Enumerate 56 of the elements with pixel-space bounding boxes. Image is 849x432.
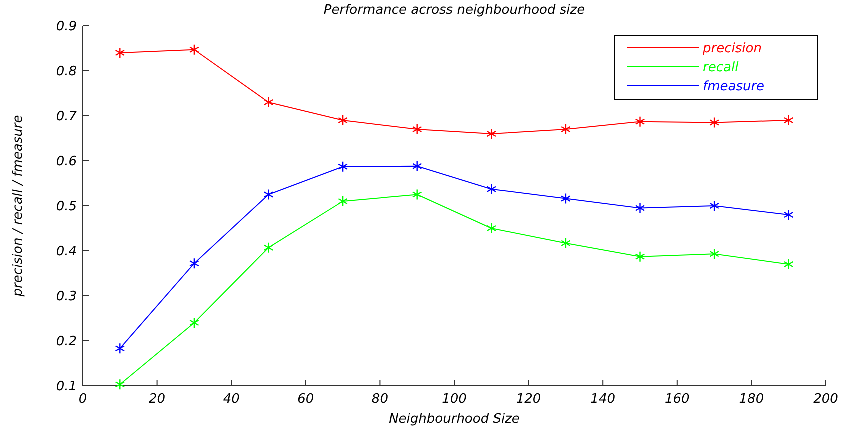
point: [486, 128, 497, 140]
point: [784, 114, 794, 126]
point: [115, 379, 126, 390]
y-tick-label: 0.5: [56, 200, 77, 215]
y-tick-label: 0.9: [56, 20, 77, 35]
point: [635, 202, 646, 214]
point: [338, 196, 348, 208]
point: [190, 317, 200, 329]
point: [190, 258, 200, 270]
point: [412, 189, 422, 200]
x-axis-title: Neighbourhood Size: [389, 412, 520, 427]
point: [486, 222, 497, 234]
point: [338, 161, 348, 172]
point: [115, 343, 126, 354]
point: [784, 258, 794, 270]
text: fmeasure: [703, 80, 765, 95]
text: recall: [703, 60, 740, 76]
point: [635, 251, 646, 262]
point: [486, 184, 497, 195]
x-tick-label: 200: [814, 392, 838, 407]
point: [710, 117, 720, 128]
y-tick-label: 0.4: [56, 244, 77, 260]
x-tick-label: 60: [298, 392, 314, 407]
x-tick-label: 180: [739, 392, 764, 407]
point: [561, 193, 571, 204]
point: [264, 189, 274, 200]
y-tick-label: 0.8: [56, 64, 77, 80]
point: [190, 44, 200, 56]
y-tick-label: 0.7: [56, 110, 78, 125]
y-tick-label: 0.6: [56, 154, 77, 170]
point: [115, 47, 126, 59]
point: [412, 124, 422, 136]
y-tick-label: 0.3: [56, 290, 77, 305]
y-tick-label: 0.2: [56, 334, 77, 350]
chart-title: Performance across neighbourhood size: [324, 3, 586, 18]
point: [784, 209, 794, 221]
point: [710, 248, 720, 260]
point: [710, 200, 720, 212]
y-axis-title: precision / recall / fmeasure: [11, 115, 26, 298]
x-tick-label: 140: [590, 392, 616, 407]
x-tick-label: 40: [223, 392, 240, 407]
y-tick-label: 0.1: [56, 380, 77, 395]
x-tick-label: 80: [372, 392, 388, 407]
point: [561, 124, 571, 136]
point: [264, 96, 274, 108]
point: [561, 238, 571, 249]
x-tick-label: 120: [516, 392, 542, 407]
x-tick-label: 0: [78, 392, 88, 407]
point: [264, 242, 274, 254]
point: [635, 116, 646, 128]
point: [338, 114, 348, 126]
x-tick-label: 160: [664, 392, 690, 407]
x-tick-label: 20: [149, 392, 166, 407]
text: precision: [702, 42, 762, 57]
point: [412, 160, 422, 172]
x-tick-label: 100: [442, 392, 467, 407]
